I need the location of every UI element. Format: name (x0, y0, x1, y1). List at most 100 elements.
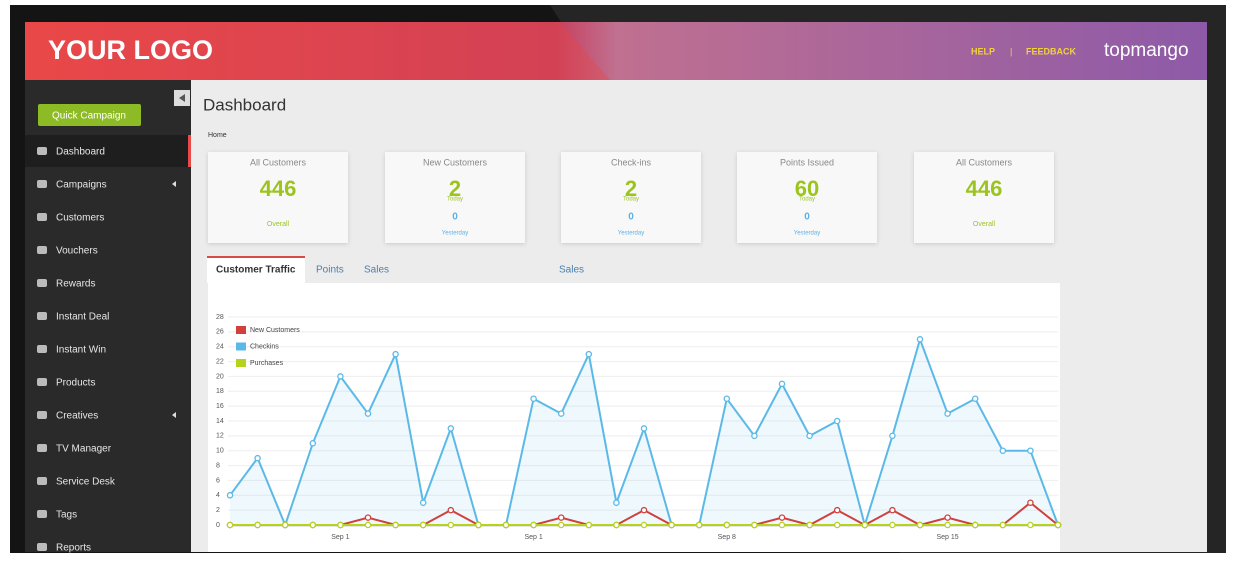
menu-item[interactable]: Instant Deal (56, 312, 109, 323)
point (254, 454, 261, 462)
point (751, 521, 758, 529)
point (806, 521, 813, 529)
point (419, 521, 427, 529)
header-shape (25, 22, 610, 80)
menu-item[interactable]: Vouchers (56, 246, 98, 257)
page-title: Dashboard (203, 95, 286, 114)
menu-icon (37, 213, 47, 221)
card-sub2: Yesterday (618, 231, 644, 237)
point (392, 521, 399, 529)
active-marker (188, 135, 191, 167)
stat-card (561, 152, 701, 243)
point (778, 521, 786, 529)
point (557, 410, 565, 417)
point (861, 521, 869, 529)
menu-icon (37, 246, 47, 254)
point (833, 417, 841, 425)
point (557, 514, 565, 521)
y-tick-label: 4 (216, 492, 220, 499)
stat-card (914, 152, 1054, 243)
point (971, 521, 979, 529)
x-tick-label: Sep 8 (718, 534, 736, 541)
point (502, 521, 510, 529)
menu-item[interactable]: Products (56, 378, 95, 389)
menu-item[interactable]: Campaigns (56, 180, 107, 191)
point (447, 521, 455, 529)
breadcrumb[interactable]: Home (208, 132, 227, 139)
point (447, 506, 455, 514)
card-sub: Overall (267, 221, 290, 228)
quick-campaign-label: Quick Campaign (52, 111, 126, 122)
card-value2: 0 (628, 212, 634, 223)
menu-item[interactable]: Dashboard (56, 147, 105, 158)
menu-item[interactable]: Service Desk (56, 477, 116, 488)
y-tick-label: 8 (216, 462, 220, 469)
point (999, 521, 1007, 529)
point (447, 425, 455, 432)
legend-swatch (236, 342, 246, 351)
legend-swatch (236, 326, 246, 334)
y-tick-label: 6 (216, 477, 220, 484)
logo[interactable]: YOUR LOGO (48, 35, 213, 65)
y-tick-label: 20 (216, 373, 224, 380)
point (778, 380, 786, 388)
point (723, 521, 731, 529)
point (309, 440, 317, 447)
card-value: 446 (260, 176, 297, 201)
feedback-link[interactable]: FEEDBACK (1026, 46, 1077, 56)
legend-label: Purchases (250, 360, 284, 367)
point (640, 521, 648, 529)
x-tick-label: Sep 1 (331, 534, 349, 541)
menu-item[interactable]: Customers (56, 213, 104, 224)
tab[interactable]: Points (316, 265, 344, 276)
tab-active (207, 257, 305, 283)
menu-icon (37, 279, 47, 287)
menu-item[interactable]: Rewards (56, 279, 95, 290)
point (833, 506, 841, 514)
menu-icon (37, 180, 47, 188)
x-tick-label: Sep 15 (937, 534, 959, 541)
brand: topmango (1104, 40, 1189, 61)
y-tick-label: 10 (216, 448, 224, 455)
card-value: 2 (449, 176, 461, 201)
card-label: All Customers (956, 157, 1013, 167)
point (1027, 521, 1034, 529)
point (337, 373, 344, 380)
menu-icon (37, 345, 47, 353)
tab[interactable]: Sales (559, 265, 584, 276)
menu-item[interactable]: TV Manager (56, 444, 112, 455)
point (916, 521, 924, 529)
collapse-icon (179, 94, 185, 102)
menu-item[interactable]: Reports (56, 543, 91, 554)
card-label: Check-ins (611, 157, 652, 167)
card-label: New Customers (423, 157, 488, 167)
point (1027, 499, 1034, 506)
y-tick-label: 0 (216, 522, 220, 529)
point (364, 514, 372, 521)
point (833, 521, 841, 529)
y-tick-label: 18 (216, 388, 224, 395)
card-label: Points Issued (780, 157, 834, 167)
tab[interactable]: Customer Traffic (216, 265, 296, 276)
area (230, 339, 1058, 525)
point (889, 432, 896, 440)
menu-item[interactable]: Creatives (56, 411, 98, 422)
help-link[interactable]: HELP (971, 46, 995, 56)
menu-icon (37, 543, 47, 551)
card-value: 446 (966, 176, 1003, 201)
tab[interactable]: Sales (364, 265, 389, 276)
menu-icon (37, 510, 47, 518)
card-sub2: Yesterday (794, 231, 820, 237)
point (337, 521, 344, 529)
stat-card (385, 152, 525, 243)
menu-item[interactable]: Instant Win (56, 345, 106, 356)
menu-icon (37, 312, 47, 320)
point (364, 410, 372, 417)
quick-campaign-button[interactable] (38, 104, 141, 126)
menu-item[interactable]: Tags (56, 510, 77, 521)
point (723, 395, 731, 402)
point (392, 350, 399, 358)
stat-card (208, 152, 348, 243)
point (475, 521, 482, 529)
point (806, 432, 813, 440)
